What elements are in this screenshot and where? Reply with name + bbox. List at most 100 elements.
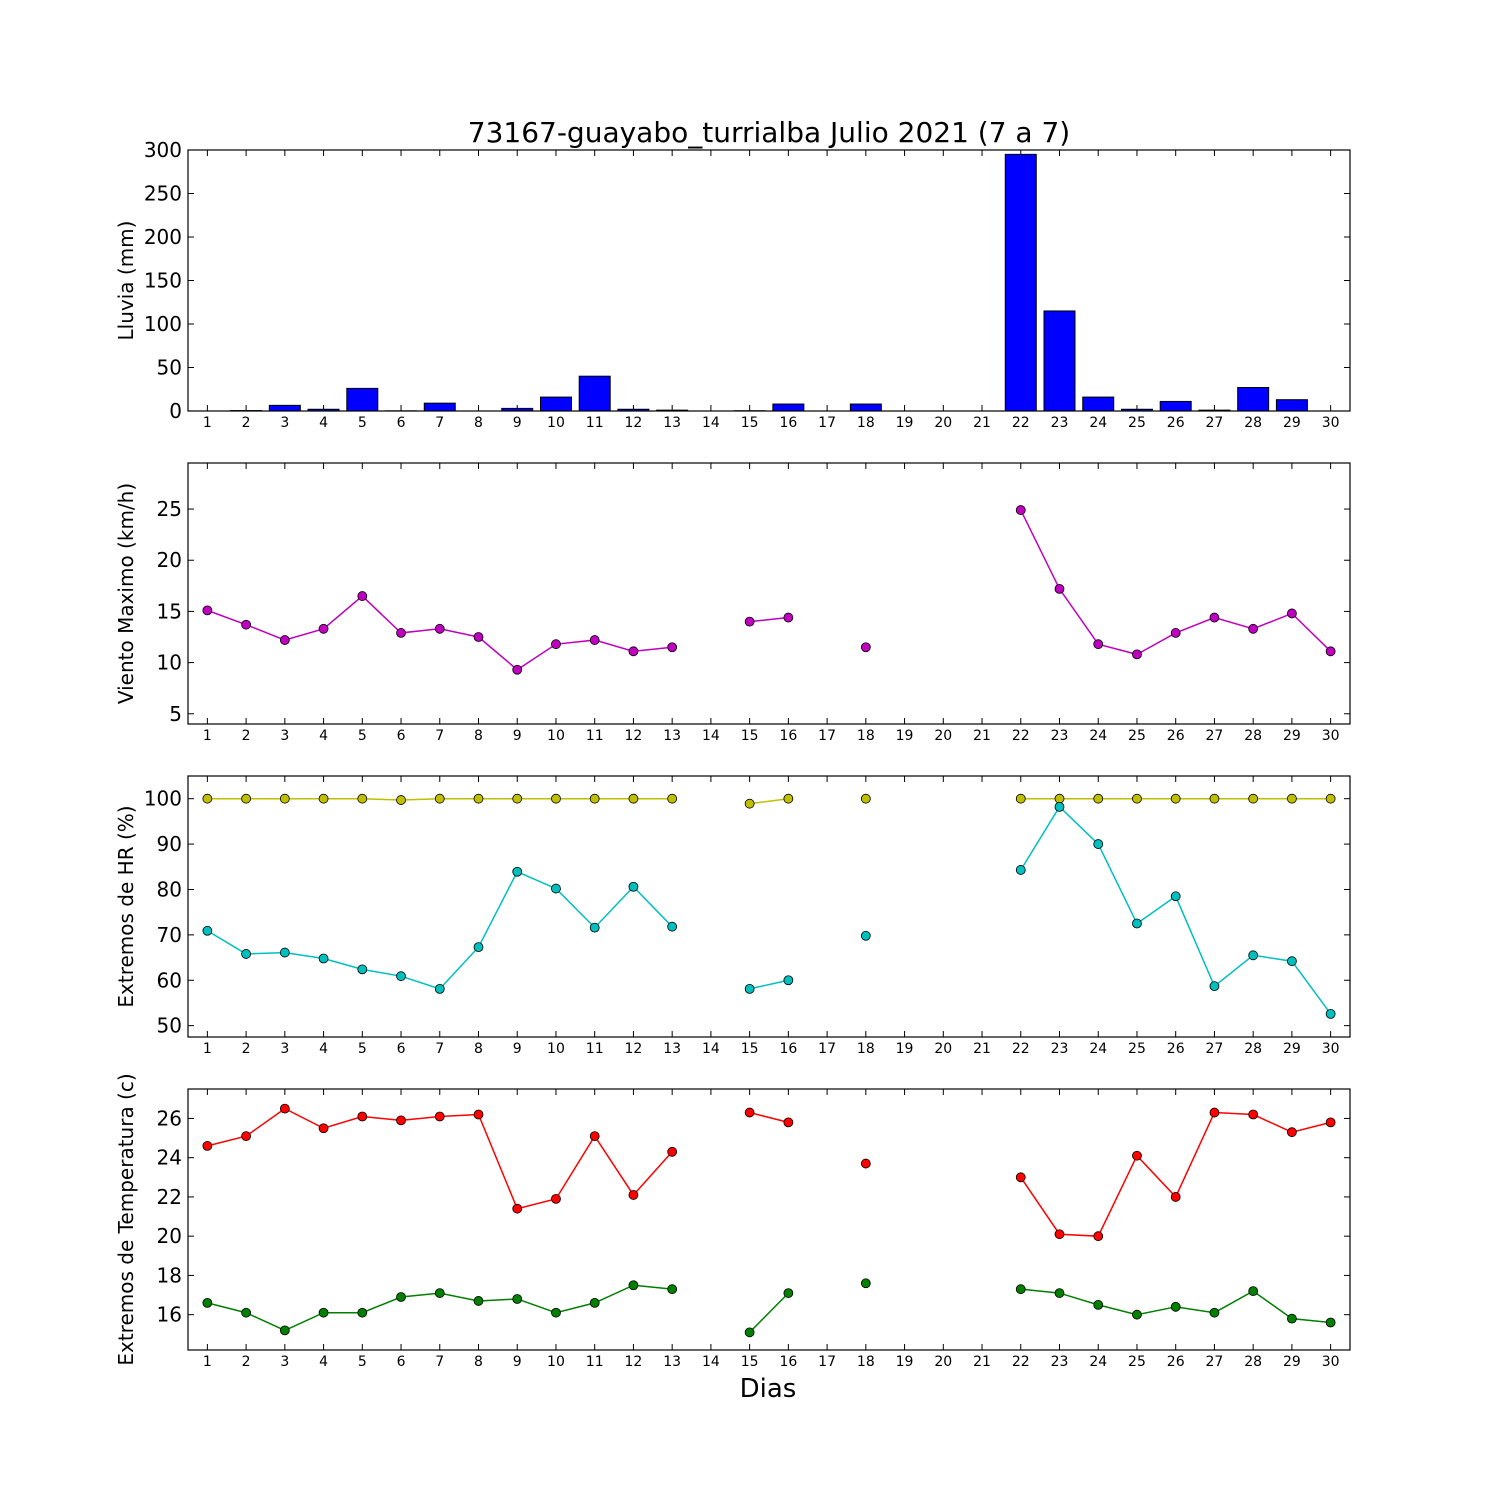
x-tick-label: 1 bbox=[203, 728, 212, 744]
x-tick-label: 12 bbox=[625, 415, 643, 431]
point-day-25 bbox=[1132, 649, 1142, 660]
point-day-13 bbox=[667, 642, 678, 653]
x-tick-label: 18 bbox=[857, 728, 875, 744]
y-tick-label: 200 bbox=[144, 225, 182, 249]
y-tick-label: 26 bbox=[157, 1106, 182, 1130]
x-tick-label: 3 bbox=[280, 1041, 289, 1057]
x-tick-label: 1 bbox=[203, 1041, 212, 1057]
x-tick-label: 29 bbox=[1283, 415, 1301, 431]
y-tick-label: 15 bbox=[157, 599, 182, 623]
x-tick-label: 22 bbox=[1012, 728, 1030, 744]
point-day-29 bbox=[1287, 793, 1297, 804]
bar-day-16 bbox=[772, 403, 805, 412]
y-tick-label: 50 bbox=[157, 1014, 182, 1038]
point-day-26 bbox=[1170, 891, 1181, 902]
point-day-15 bbox=[744, 798, 755, 809]
chart-panel-4: Extremos de Temperatura (c) 1618202224261… bbox=[114, 1073, 1351, 1404]
point-day-11 bbox=[589, 1131, 600, 1141]
point-day-12 bbox=[628, 793, 639, 804]
point-day-23 bbox=[1054, 1288, 1065, 1298]
bar-day-10 bbox=[539, 396, 572, 412]
series-line bbox=[749, 1111, 789, 1124]
point-day-29 bbox=[1287, 1313, 1297, 1324]
x-tick-label: 3 bbox=[280, 728, 289, 744]
x-tick-label: 5 bbox=[358, 1041, 367, 1057]
series-line bbox=[749, 1292, 789, 1333]
x-tick-label: 27 bbox=[1206, 415, 1224, 431]
x-tick-label: 4 bbox=[319, 415, 328, 431]
x-tick-label: 26 bbox=[1167, 728, 1185, 744]
x-tick-label: 8 bbox=[474, 728, 483, 744]
point-day-24 bbox=[1093, 839, 1104, 849]
x-tick-label: 8 bbox=[474, 1041, 483, 1057]
x-tick-label: 21 bbox=[973, 415, 991, 431]
bar-day-3 bbox=[268, 404, 301, 412]
x-tick-label: 12 bbox=[625, 1041, 643, 1057]
x-tick-label: 17 bbox=[818, 1041, 836, 1057]
x-tick-label: 13 bbox=[663, 415, 681, 431]
x-tick-label: 19 bbox=[896, 415, 914, 431]
series-1 bbox=[202, 505, 1336, 675]
point-day-10 bbox=[551, 1307, 561, 1318]
series-1 bbox=[202, 793, 1336, 809]
x-tick-label: 11 bbox=[586, 415, 604, 431]
point-day-3 bbox=[279, 635, 290, 645]
point-day-2 bbox=[241, 1307, 252, 1318]
point-day-23 bbox=[1054, 1229, 1065, 1240]
x-tick-label: 23 bbox=[1051, 1041, 1069, 1057]
point-day-26 bbox=[1170, 1301, 1181, 1312]
x-tick-label: 16 bbox=[779, 415, 797, 431]
y-tick-label: 20 bbox=[157, 1224, 182, 1248]
x-tick-label: 25 bbox=[1128, 415, 1146, 431]
point-day-5 bbox=[357, 1111, 368, 1122]
point-day-29 bbox=[1287, 608, 1297, 619]
x-tick-label: 4 bbox=[319, 1354, 328, 1370]
plot-frame bbox=[187, 149, 1351, 412]
x-tick-label: 13 bbox=[663, 1041, 681, 1057]
x-tick-label: 9 bbox=[513, 1354, 522, 1370]
x-tick-label: 3 bbox=[280, 1354, 289, 1370]
bar-day-22 bbox=[1004, 153, 1037, 412]
x-tick-label: 9 bbox=[513, 728, 522, 744]
bar-day-28 bbox=[1237, 387, 1270, 412]
x-tick-label: 10 bbox=[547, 415, 565, 431]
x-tick-label: 7 bbox=[435, 1041, 444, 1057]
point-day-13 bbox=[667, 793, 678, 804]
x-axis-label: Dias bbox=[740, 1374, 797, 1404]
point-day-23 bbox=[1054, 793, 1065, 804]
x-tick-label: 12 bbox=[625, 1354, 643, 1370]
point-day-16 bbox=[783, 1288, 794, 1298]
x-tick-label: 19 bbox=[896, 1354, 914, 1370]
y-tick-label: 25 bbox=[157, 497, 182, 521]
point-day-2 bbox=[241, 619, 252, 630]
x-tick-label: 28 bbox=[1244, 1354, 1262, 1370]
x-tick-label: 15 bbox=[741, 1354, 759, 1370]
point-day-18 bbox=[860, 1158, 871, 1169]
point-day-2 bbox=[241, 949, 252, 959]
point-day-9 bbox=[512, 1294, 523, 1304]
y-tick-label: 300 bbox=[144, 138, 182, 162]
point-day-4 bbox=[318, 1307, 329, 1318]
point-day-2 bbox=[241, 1131, 252, 1141]
point-day-4 bbox=[318, 793, 329, 804]
point-day-15 bbox=[744, 1327, 755, 1338]
x-tick-label: 5 bbox=[358, 728, 367, 744]
x-tick-label: 24 bbox=[1089, 415, 1107, 431]
point-day-18 bbox=[860, 642, 871, 653]
x-tick-label: 12 bbox=[625, 728, 643, 744]
y-tick-label: 250 bbox=[144, 182, 182, 206]
point-day-16 bbox=[783, 612, 794, 623]
point-day-27 bbox=[1209, 1107, 1220, 1118]
x-tick-label: 13 bbox=[663, 728, 681, 744]
y-tick-label: 24 bbox=[157, 1146, 182, 1170]
point-day-28 bbox=[1248, 950, 1259, 961]
point-day-7 bbox=[434, 1111, 445, 1122]
point-day-28 bbox=[1248, 1109, 1259, 1120]
point-day-27 bbox=[1209, 1307, 1220, 1318]
point-day-6 bbox=[396, 1292, 406, 1302]
point-day-5 bbox=[357, 1307, 368, 1318]
x-tick-label: 30 bbox=[1322, 1041, 1340, 1057]
point-day-11 bbox=[589, 1298, 600, 1308]
x-tick-label: 19 bbox=[896, 1041, 914, 1057]
x-tick-label: 30 bbox=[1322, 1354, 1340, 1370]
